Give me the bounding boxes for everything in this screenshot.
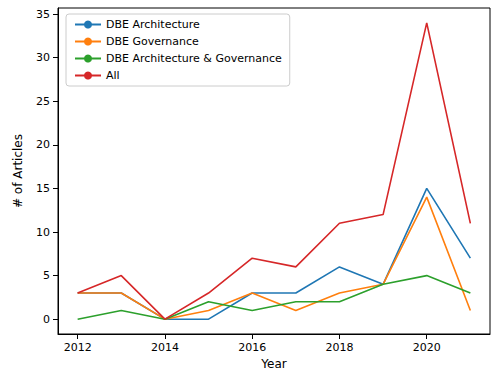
svg-text:10: 10: [36, 226, 50, 239]
svg-text:DBE Architecture: DBE Architecture: [106, 18, 200, 31]
svg-text:2014: 2014: [151, 341, 179, 354]
svg-text:2012: 2012: [64, 341, 92, 354]
svg-text:5: 5: [43, 269, 50, 282]
svg-text:# of Articles: # of Articles: [11, 134, 25, 208]
svg-text:25: 25: [36, 95, 50, 108]
svg-text:0: 0: [43, 313, 50, 326]
svg-text:20: 20: [36, 138, 50, 151]
svg-text:30: 30: [36, 51, 50, 64]
svg-text:Year: Year: [260, 357, 286, 371]
svg-text:2018: 2018: [325, 341, 353, 354]
svg-text:DBE Architecture & Governance: DBE Architecture & Governance: [106, 52, 282, 65]
svg-text:2020: 2020: [413, 341, 441, 354]
svg-text:15: 15: [36, 182, 50, 195]
svg-text:DBE Governance: DBE Governance: [106, 35, 199, 48]
svg-text:2016: 2016: [238, 341, 266, 354]
svg-text:All: All: [106, 69, 120, 82]
svg-text:35: 35: [36, 8, 50, 21]
